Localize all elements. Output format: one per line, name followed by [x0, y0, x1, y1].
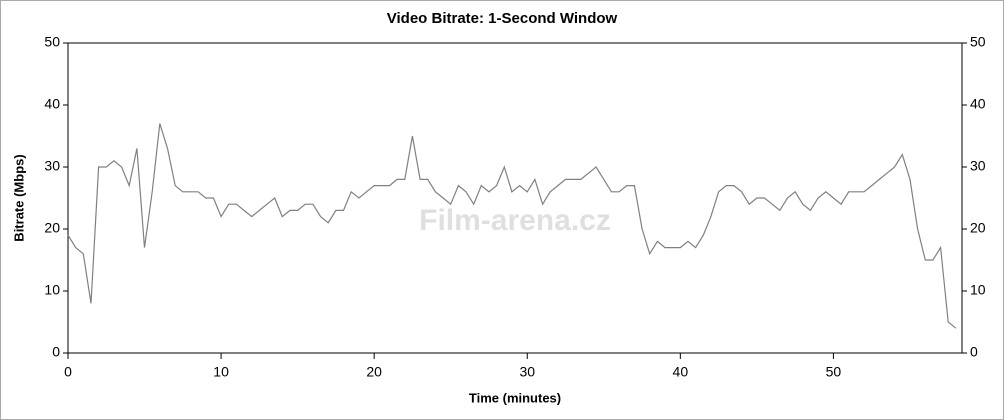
y2-tick-label: 0 — [970, 344, 978, 360]
x-tick-label: 0 — [64, 364, 72, 380]
y-tick-label: 20 — [44, 220, 60, 236]
x-tick-label: 50 — [826, 364, 842, 380]
y2-tick-label: 30 — [970, 158, 986, 174]
y-tick-label: 0 — [52, 344, 60, 360]
y2-tick-label: 20 — [970, 220, 986, 236]
x-tick-label: 20 — [366, 364, 382, 380]
y2-tick-label: 40 — [970, 96, 986, 112]
plot-area — [67, 42, 963, 354]
x-tick-label: 40 — [673, 364, 689, 380]
y-tick-label: 40 — [44, 96, 60, 112]
y2-tick-label: 10 — [970, 282, 986, 298]
y-tick-label: 50 — [44, 34, 60, 50]
bitrate-line — [67, 123, 957, 329]
y-tick-label: 30 — [44, 158, 60, 174]
y-axis-label: Bitrate (Mbps) — [11, 154, 26, 241]
chart-title: Video Bitrate: 1-Second Window — [387, 10, 618, 27]
y2-tick-label: 50 — [970, 34, 986, 50]
x-tick-label: 30 — [519, 364, 535, 380]
x-axis-label: Time (minutes) — [469, 390, 561, 405]
y-tick-label: 10 — [44, 282, 60, 298]
watermark: Film-arena.cz — [419, 204, 611, 237]
x-tick-label: 10 — [213, 364, 229, 380]
